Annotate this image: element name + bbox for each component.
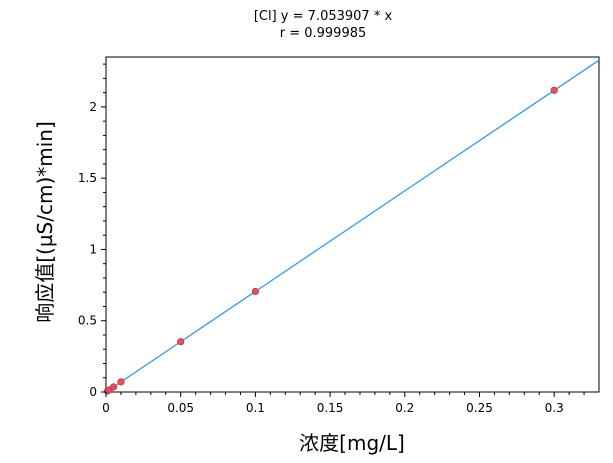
data-point [177,338,185,346]
x-tick-label: 0.3 [545,401,564,415]
x-tick-label: 0.15 [317,401,344,415]
y-tick-label: 1.5 [78,171,97,185]
x-tick-label: 0.05 [167,401,194,415]
y-tick-label: 1 [89,242,97,256]
plot-area [105,56,600,393]
data-point [109,383,118,391]
x-tick-label: 0.25 [466,401,493,415]
y-tick-label: 0.5 [78,314,97,328]
data-point [251,287,259,296]
y-tick-label: 2 [89,100,97,114]
x-tick-label: 0.2 [395,401,414,415]
fit-line-group [105,59,600,393]
x-tick-label: 0.1 [246,401,265,415]
data-point [550,86,558,94]
data-point [117,378,125,386]
data-points [103,86,558,395]
y-axis-label: 响应值[(µS/cm)*min] [33,121,57,323]
plot-border [105,56,600,393]
y-axis-ticks: 0 0.5 1 1.5 2 [78,63,106,399]
x-tick-label: 0 [102,401,110,415]
fit-line [105,59,600,393]
chart-title: [Cl] y = 7.053907 * x [254,9,393,24]
chart-subtitle: r = 0.999985 [280,26,367,41]
x-axis-label: 浓度[mg/L] [299,431,405,455]
y-tick-label: 0 [89,385,97,399]
x-axis-ticks: 0 0.05 0.1 0.15 0.2 0.25 0.3 [102,392,585,415]
